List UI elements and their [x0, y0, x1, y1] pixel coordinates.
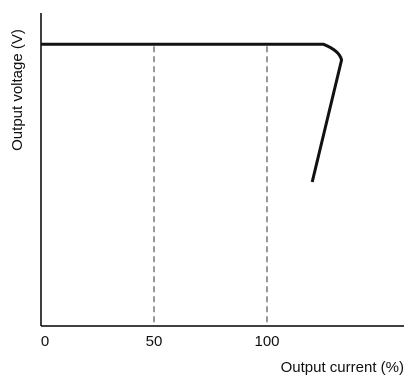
series-line-output-voltage: [41, 42, 344, 183]
reference-lines: [153, 46, 268, 326]
x-tick-label-0: 0: [41, 333, 49, 350]
x-tick-label-50: 50: [146, 333, 163, 350]
x-axis-title: Output current (%): [281, 359, 404, 376]
x-tick-labels: 0 50 100: [41, 333, 280, 350]
x-tick-label-100: 100: [254, 333, 279, 350]
y-axis-title: Output voltage (V): [9, 29, 26, 151]
